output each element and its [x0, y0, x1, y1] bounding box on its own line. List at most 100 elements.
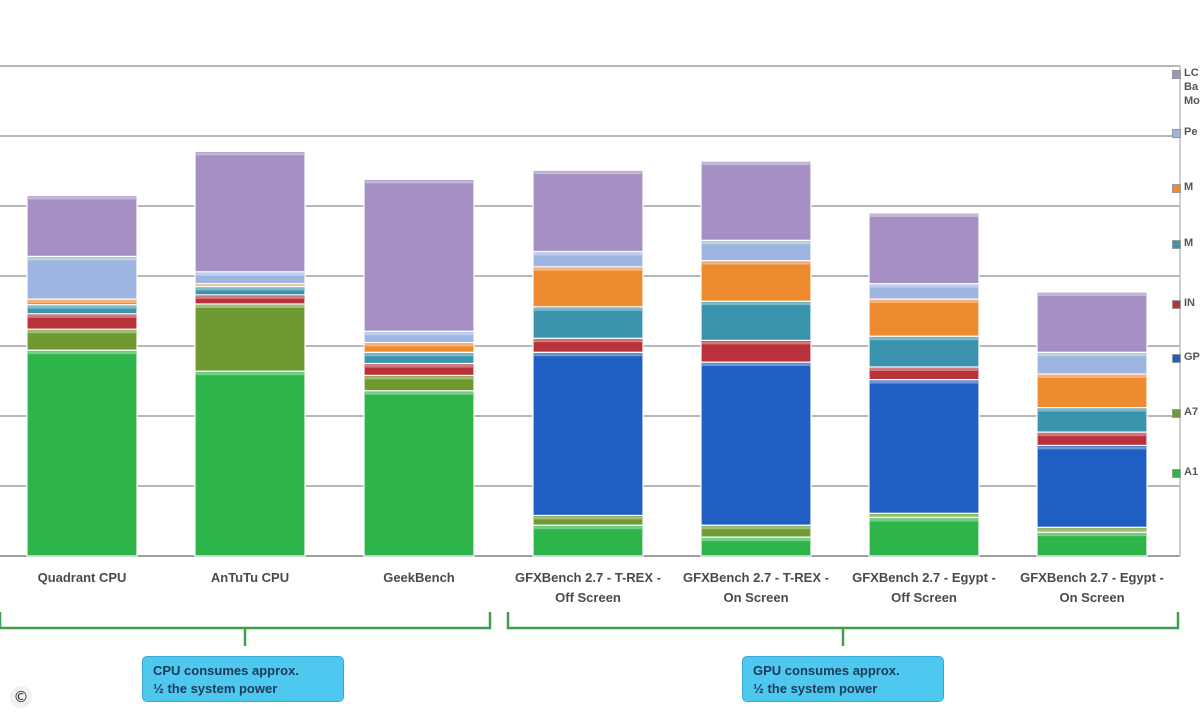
copyright-icon: © — [10, 686, 32, 708]
legend-entry: Pe — [1172, 125, 1200, 139]
bar-segment-highlight — [196, 295, 304, 299]
x-tick-label: GFXBench 2.7 - Egypt - On Screen — [1020, 570, 1164, 605]
bar-segment-highlight — [365, 376, 473, 380]
bar-segment — [532, 169, 644, 253]
bar-segment — [532, 306, 644, 339]
bar-segment-highlight — [870, 518, 978, 522]
bar-segment — [868, 335, 980, 368]
bar-segment-highlight — [534, 252, 642, 256]
legend-label: IN — [1184, 297, 1195, 309]
bar-segment — [868, 516, 980, 557]
legend-swatch — [1172, 184, 1181, 193]
gpu-callout-line1: GPU consumes approx. — [753, 663, 900, 678]
legend-entry: IN — [1172, 296, 1200, 310]
bar-segment — [532, 524, 644, 557]
bar-segment-highlight — [28, 196, 136, 200]
bar-segment-highlight — [196, 272, 304, 276]
bar-segment-highlight — [534, 171, 642, 175]
bar-segment-highlight — [1038, 446, 1146, 450]
legend-label: GP — [1184, 351, 1200, 363]
bar-segment-highlight — [870, 337, 978, 341]
bar-segment-highlight — [870, 214, 978, 217]
bar-segment-highlight — [702, 341, 810, 345]
legend-entry: M — [1172, 236, 1200, 250]
gpu-callout-line2: ½ the system power — [753, 681, 878, 696]
x-tick-label: GFXBench 2.7 - T-REX - On Screen — [683, 570, 829, 605]
bar-segment — [868, 212, 980, 285]
bar-segment-highlight — [534, 516, 642, 520]
legend-swatch — [1172, 409, 1181, 418]
bar-segment — [700, 260, 812, 302]
bar-segment — [532, 351, 644, 516]
legend-entry: A1 — [1172, 465, 1200, 479]
legend-entry: A7 — [1172, 405, 1200, 419]
bar-segment-highlight — [702, 162, 810, 166]
legend-swatch — [1172, 240, 1181, 249]
bar-segment-highlight — [365, 353, 473, 357]
bar-segment — [194, 150, 306, 273]
bar-segment — [26, 255, 138, 300]
legend-swatch — [1172, 70, 1181, 79]
bar-segment-highlight — [1038, 408, 1146, 412]
bar-segment-highlight — [1038, 433, 1146, 437]
bar-segment — [1036, 444, 1148, 528]
bar-segment — [26, 194, 138, 258]
bar-segment — [868, 298, 980, 337]
bar-segment-highlight — [702, 302, 810, 306]
bar-segment-highlight — [870, 368, 978, 371]
bar-segment-highlight — [870, 380, 978, 384]
bar-segment-highlight — [534, 267, 642, 271]
legend-swatch — [1172, 354, 1181, 363]
bar-segment-highlight — [1038, 533, 1146, 537]
bar-segment-highlight — [365, 332, 473, 336]
legend-swatch — [1172, 300, 1181, 309]
bar-segment-highlight — [365, 364, 473, 368]
gpu-callout: GPU consumes approx. ½ the system power — [742, 656, 944, 702]
x-tick-label: GeekBench — [383, 570, 455, 585]
legend-label: M — [1184, 181, 1194, 193]
bar-segment — [1036, 373, 1148, 409]
bar-segment-highlight — [28, 305, 136, 309]
legend-entry: GP — [1172, 350, 1200, 364]
bar-segment-highlight — [702, 526, 810, 530]
legend-label: Pe — [1184, 126, 1198, 138]
bar-segment-highlight — [870, 514, 978, 518]
bar-segment-highlight — [28, 330, 136, 334]
bar-segment — [1036, 291, 1148, 353]
bar-segment — [194, 303, 306, 372]
cpu-callout: CPU consumes approx. ½ the system power — [142, 656, 344, 702]
x-tick-label: GFXBench 2.7 - T-REX - Off Screen — [515, 570, 661, 605]
legend-swatch — [1172, 129, 1181, 138]
legend-label: A1 — [1184, 466, 1199, 478]
bar-segment-highlight — [1038, 293, 1146, 297]
bar-segment-highlight — [702, 363, 810, 367]
bar-segment-highlight — [870, 300, 978, 304]
bar-segment — [700, 160, 812, 241]
bar-segment-highlight — [534, 307, 642, 311]
bar-segment — [868, 379, 980, 514]
bar-segment-highlight — [1038, 528, 1146, 532]
legend-label: LC Ba Mo — [1184, 67, 1200, 107]
bar-segment-highlight — [28, 351, 136, 355]
cpu-bracket — [0, 612, 492, 630]
x-tick-label: GFXBench 2.7 - Egypt - Off Screen — [852, 570, 996, 605]
bar-segment-highlight — [1038, 353, 1146, 357]
bar-segment — [532, 266, 644, 308]
bar-segment-highlight — [702, 538, 810, 542]
legend-entry: M — [1172, 180, 1200, 194]
bar-segment-highlight — [702, 241, 810, 245]
bar-segment-highlight — [365, 391, 473, 395]
bar-segment-highlight — [365, 180, 473, 184]
bar-segment-highlight — [534, 339, 642, 343]
bar-segment-highlight — [365, 343, 473, 347]
bar-segment — [700, 300, 812, 342]
cpu-callout-line1: CPU consumes approx. — [153, 663, 299, 678]
legend-label: A7 — [1184, 406, 1199, 418]
bar-segment-highlight — [196, 372, 304, 376]
gpu-bracket — [506, 612, 1180, 630]
bar-segment-highlight — [1038, 375, 1146, 378]
x-tick-label: AnTuTu CPU — [210, 570, 290, 585]
bar-segment-highlight — [870, 284, 978, 288]
bar-segment-highlight — [702, 261, 810, 265]
bar-segment — [26, 349, 138, 557]
